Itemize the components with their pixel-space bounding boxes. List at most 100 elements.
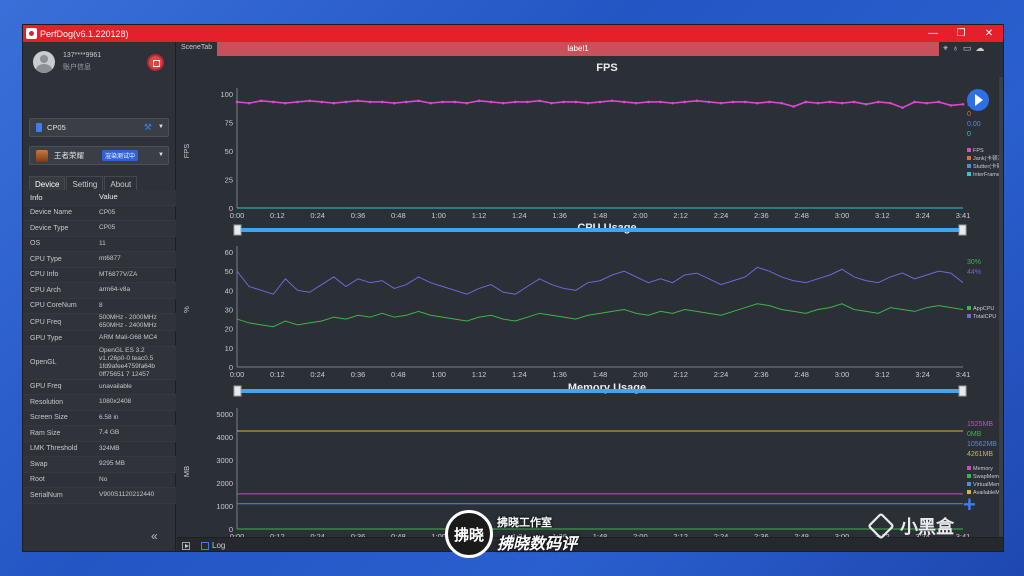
legend-swatch [967, 466, 971, 470]
log-label: Log [212, 541, 226, 550]
info-key: GPU Freq [30, 383, 62, 391]
vertical-scrollbar[interactable] [999, 77, 1003, 547]
fps-point [550, 101, 553, 105]
add-chart-button[interactable]: + [963, 492, 976, 517]
x-tick-label: 2:00 [633, 532, 648, 537]
current-value: 4261MB [967, 451, 993, 458]
xiaoheihe-text: 小黑盒 [900, 517, 954, 537]
table-row: SerialNum V900S1120212440 [23, 488, 176, 504]
legend-swatch [967, 482, 971, 486]
x-tick-label: 0:24 [310, 370, 325, 379]
watermark-line2: 拂晓数码评 [497, 536, 578, 553]
cloud-icon[interactable]: ☁ [975, 43, 985, 53]
perfdog-app-icon [26, 28, 37, 39]
table-row: CPU Info MT6877V/ZA [23, 268, 176, 283]
fps-point [586, 101, 590, 105]
slider-handle-right [958, 224, 967, 236]
scene-label-bar[interactable]: label1 [217, 42, 939, 56]
fps-point [320, 100, 323, 104]
fps-point [332, 101, 336, 105]
fps-point [296, 100, 299, 104]
current-value: 0 [967, 131, 971, 138]
fps-point [477, 99, 481, 103]
x-tick-label: 3:12 [875, 211, 890, 220]
tab-setting[interactable]: Setting [66, 176, 104, 192]
table-row: Device Type CP05 [23, 221, 176, 237]
table-header: Info Value [23, 190, 176, 206]
fps-point [501, 101, 505, 105]
table-row: Root No [23, 473, 176, 488]
collapse-sidebar-icon[interactable]: « [151, 529, 158, 543]
legend-label: AppCPU [973, 306, 994, 312]
fps-point [768, 100, 771, 104]
device-select[interactable]: CP05 ⚒ ▼ [29, 118, 169, 137]
watermark-line1: 拂晓工作室 [497, 517, 552, 529]
log-checkbox[interactable] [201, 542, 209, 550]
fps-point [272, 100, 275, 104]
legend-swatch [967, 474, 971, 478]
info-key: GPU Type [30, 334, 63, 342]
table-row: GPU Type ARM Mali-G68 MC4 [23, 331, 176, 347]
fps-point [719, 101, 723, 105]
x-tick-label: 1:48 [593, 370, 608, 379]
legend-label: Jank(卡顿次数) [973, 154, 1004, 162]
info-value: CP05 [99, 208, 116, 216]
fps-point [393, 101, 396, 105]
info-key: Device Name [30, 209, 73, 217]
x-tick-label: 3:12 [875, 370, 890, 379]
game-icon [36, 149, 48, 162]
tab-about[interactable]: About [104, 176, 138, 192]
phone-icon [36, 123, 42, 132]
fps-point [731, 100, 735, 104]
avatar[interactable] [33, 51, 55, 73]
wrench-icon[interactable]: ⚒ [143, 122, 152, 132]
x-tick-label: 0:36 [351, 211, 366, 220]
y-axis-label: % [182, 306, 191, 313]
table-row: CPU CoreNum 8 [23, 299, 176, 314]
x-tick-label: 1:24 [512, 370, 527, 379]
fps-point [780, 101, 783, 105]
x-tick-label: 1:24 [512, 211, 527, 220]
info-key: OS [30, 240, 41, 248]
table-row: OS 11 [23, 237, 176, 252]
fps-point [683, 100, 686, 104]
close-button[interactable]: ✕ [984, 28, 994, 39]
play-button[interactable] [967, 89, 989, 111]
x-tick-label: 3:00 [835, 211, 850, 220]
x-tick-label: 1:36 [552, 370, 567, 379]
table-row: Device Name CP05 [23, 206, 176, 221]
expand-icon[interactable] [182, 542, 190, 550]
info-key: Swap [30, 460, 48, 468]
x-tick-label: 2:24 [714, 532, 729, 537]
slider-handle-left [233, 224, 242, 236]
xiaoheihe-logo-icon [867, 512, 895, 540]
maximize-button[interactable]: ❐ [956, 28, 966, 39]
sidebar: 137****9961 账户信息 CP05 ⚒ ▼ 王者荣耀 渲染测试中 ▼ D… [23, 42, 176, 551]
y-tick-label: 2000 [216, 479, 233, 488]
minimize-button[interactable]: — [928, 28, 938, 39]
pin-icon[interactable]: ♁ [952, 43, 959, 53]
info-key: Resolution [30, 398, 64, 406]
scene-tab-label[interactable]: SceneTab [181, 44, 213, 51]
app-select[interactable]: 王者荣耀 渲染测试中 ▼ [29, 146, 169, 165]
tab-device[interactable]: Device [29, 176, 66, 192]
x-tick-label: 2:36 [754, 211, 769, 220]
table-row: CPU Type mt6877 [23, 252, 176, 268]
legend-label: AvailableMe... [973, 490, 1004, 496]
legend-swatch [967, 148, 971, 152]
fps-point [707, 100, 711, 104]
x-tick-label: 3:24 [915, 211, 930, 220]
record-button[interactable] [147, 54, 164, 71]
info-value: 500MHz - 2000MHz 650MHz - 2400MHz [99, 314, 157, 329]
legend-label: VirtualMemory [973, 482, 1004, 488]
x-tick-label: 2:48 [794, 370, 809, 379]
x-tick-label: 0:48 [391, 532, 406, 537]
account-info-link[interactable]: 账户信息 [63, 64, 91, 71]
fps-point [405, 100, 408, 104]
slider-handle-right [958, 385, 967, 397]
folder-icon[interactable]: ▭ [962, 43, 972, 53]
y-tick-label: 4000 [216, 433, 233, 442]
fps-point [380, 100, 384, 104]
location-icon[interactable]: ⌖ [943, 43, 949, 53]
